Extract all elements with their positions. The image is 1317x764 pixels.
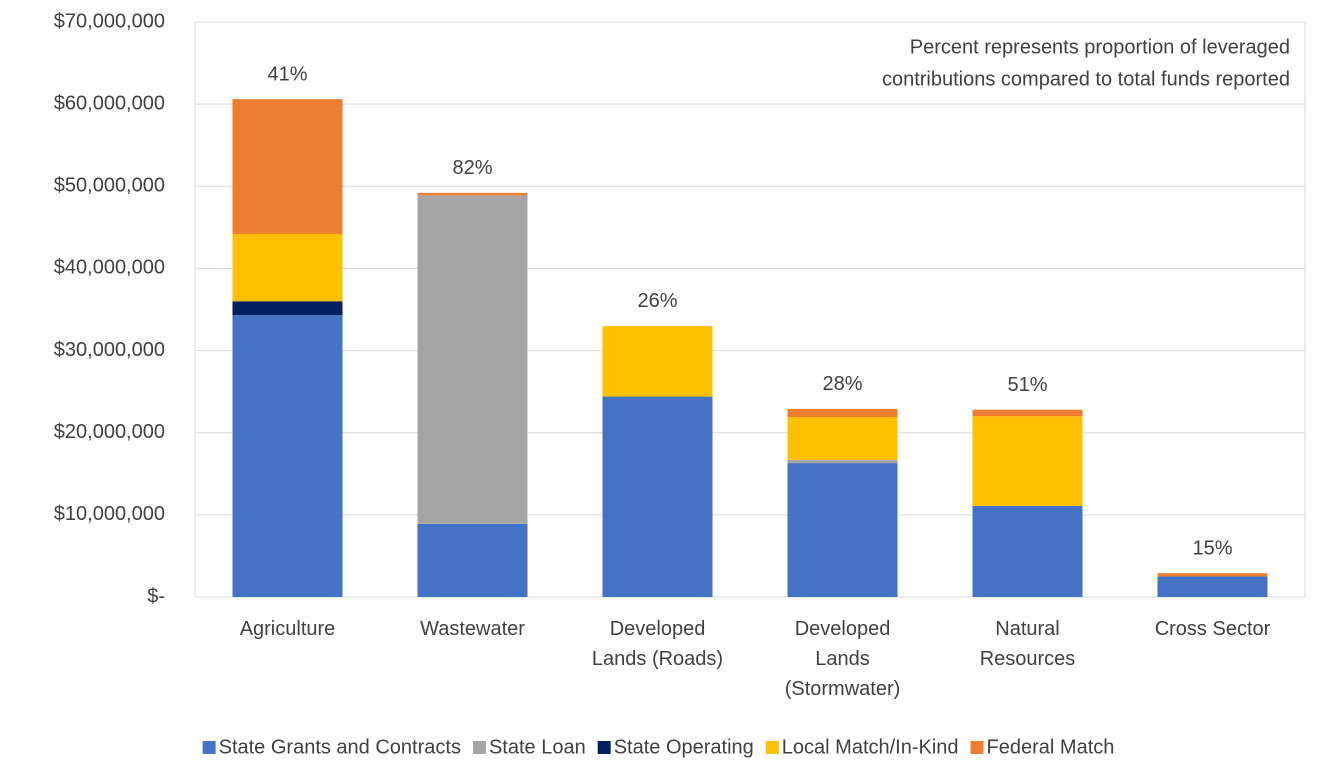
annotation: Percent represents proportion of leverag… <box>910 36 1290 58</box>
legend-swatch <box>597 741 611 754</box>
bar-segment <box>232 233 343 302</box>
bar-segment <box>787 463 898 597</box>
y-tick-label: $40,000,000 <box>54 257 165 279</box>
y-tick-label: $20,000,000 <box>54 421 165 443</box>
bar-segment <box>417 523 528 597</box>
y-tick-label: $70,000,000 <box>54 10 165 32</box>
annotation: contributions compared to total funds re… <box>882 68 1290 90</box>
bar-segment <box>1157 573 1268 577</box>
x-tick-label: Developed Lands (Roads) <box>592 618 723 670</box>
bar-segment <box>787 417 898 460</box>
bar-segment <box>972 409 1083 417</box>
legend-swatch <box>970 741 984 754</box>
percent-label: 28% <box>822 373 862 395</box>
legend-swatch <box>472 741 486 754</box>
y-tick-label: $- <box>147 585 165 607</box>
bar-segment <box>602 325 713 397</box>
legend-label: State Grants and Contracts <box>219 736 461 758</box>
legend-label: Federal Match <box>987 736 1115 758</box>
y-tick-label: $50,000,000 <box>54 175 165 197</box>
bar-segment <box>417 192 528 196</box>
x-tick-label: Cross Sector <box>1155 618 1271 640</box>
bar-segment <box>232 315 343 597</box>
bar-segment <box>232 301 343 316</box>
bar-segment <box>417 195 528 524</box>
y-tick-label: $10,000,000 <box>54 503 165 525</box>
bar-segment <box>787 408 898 418</box>
legend-label: State Loan <box>489 736 586 758</box>
legend-swatch <box>202 741 216 754</box>
percent-label: 41% <box>267 63 307 85</box>
bar-segment <box>972 505 1083 597</box>
x-tick-label: Developed Lands (Stormwater) <box>785 618 901 700</box>
x-tick-label: Natural Resources <box>980 618 1076 670</box>
percent-label: 82% <box>452 157 492 179</box>
bar-segment <box>787 459 898 464</box>
bar-segment <box>602 396 713 597</box>
y-tick-label: $30,000,000 <box>54 339 165 361</box>
x-tick-label: Wastewater <box>420 618 525 640</box>
bar-segment <box>972 416 1083 506</box>
bar-segment <box>1157 576 1268 597</box>
legend-label: Local Match/In-Kind <box>782 736 959 758</box>
percent-label: 15% <box>1192 537 1232 559</box>
percent-label: 51% <box>1007 374 1047 396</box>
y-tick-label: $60,000,000 <box>54 92 165 114</box>
legend-label: State Operating <box>614 736 754 758</box>
x-tick-label: Agriculture <box>240 618 336 640</box>
legend: State Grants and Contracts State Loan Stat… <box>202 736 1115 758</box>
percent-label: 26% <box>637 290 677 312</box>
bar-segment <box>232 99 343 234</box>
legend-swatch <box>765 741 779 754</box>
